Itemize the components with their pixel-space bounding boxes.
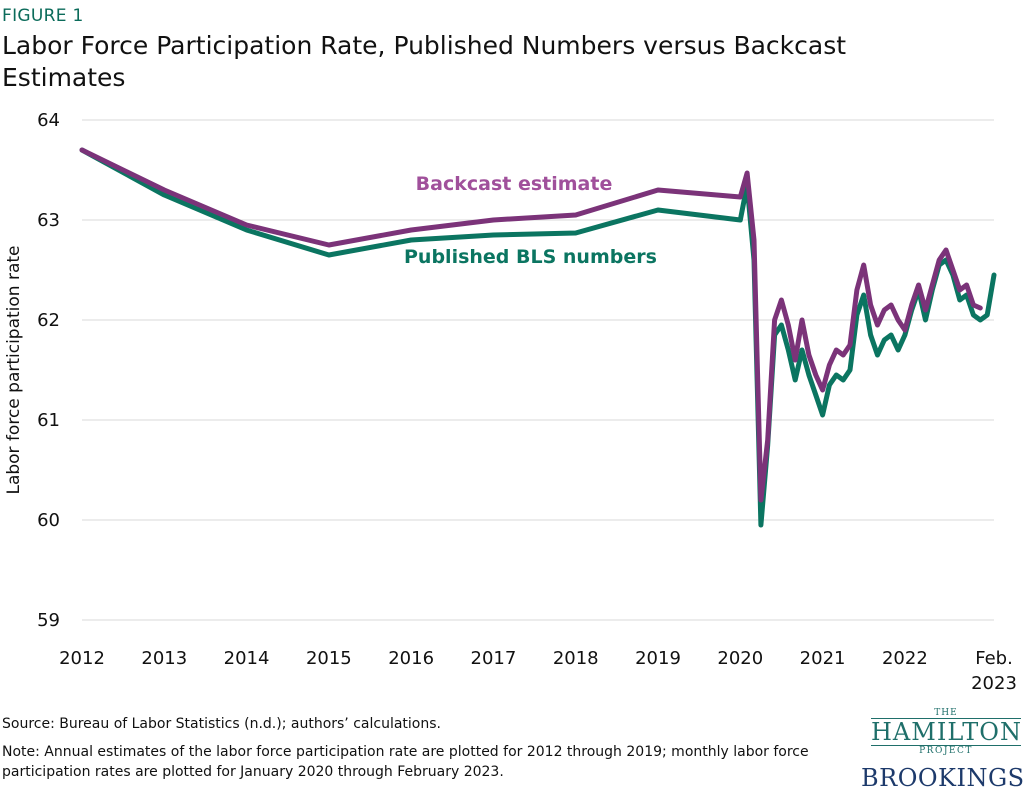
chart-title: Labor Force Participation Rate, Publishe… — [2, 31, 847, 92]
x-tick-label: 2020 — [717, 648, 763, 669]
y-tick-label: 63 — [37, 210, 60, 231]
logo-hamilton: HAMILTON — [871, 718, 1022, 746]
figure-label: FIGURE 1 — [2, 6, 84, 26]
series-annotation: Published BLS numbers — [404, 246, 657, 268]
logo-the: THE — [934, 708, 958, 718]
x-tick-label: 2018 — [553, 648, 599, 669]
x-tick-label: 2019 — [635, 648, 681, 669]
series-line-published-bls-numbers — [79, 147, 997, 528]
annotations: Backcast estimate Published BLS numbers — [404, 173, 657, 268]
x-tick-label: 2021 — [800, 648, 846, 669]
series-annotation: Backcast estimate — [416, 173, 613, 195]
x-tick-label: Feb. — [975, 648, 1013, 669]
y-axis-ticks: 59 60 61 62 63 64 — [37, 110, 60, 631]
chart-note: Note: Annual estimates of the labor forc… — [2, 744, 809, 780]
x-tick-label: 2017 — [471, 648, 517, 669]
series-lines — [79, 147, 997, 528]
source-note: Source: Bureau of Labor Statistics (n.d.… — [2, 716, 441, 732]
x-tick-label: 2016 — [388, 648, 434, 669]
y-tick-label: 60 — [37, 510, 60, 531]
y-axis-label: Labor force participation rate — [4, 245, 24, 494]
x-tick-label: 2014 — [224, 648, 270, 669]
x-tick-label: 2022 — [882, 648, 928, 669]
y-tick-label: 64 — [37, 110, 60, 131]
x-tick-label: 2015 — [306, 648, 352, 669]
y-tick-label: 61 — [37, 410, 60, 431]
series-line-backcast-estimate — [79, 147, 983, 503]
logo-project: PROJECT — [919, 746, 973, 756]
x-tick-label: 2023 — [971, 673, 1017, 694]
y-tick-label: 59 — [37, 610, 60, 631]
y-tick-label: 62 — [37, 310, 60, 331]
x-axis-ticks: 2012 2013 2014 2015 2016 2017 2018 2019 2020 2021… — [59, 648, 1017, 694]
x-tick-label: 2013 — [141, 648, 187, 669]
x-tick-label: 2012 — [59, 648, 105, 669]
gridlines — [82, 119, 994, 621]
hamilton-project-logo: THE HAMILTON PROJECT — [871, 708, 1021, 756]
brookings-logo: BROOKINGS — [861, 764, 1024, 792]
